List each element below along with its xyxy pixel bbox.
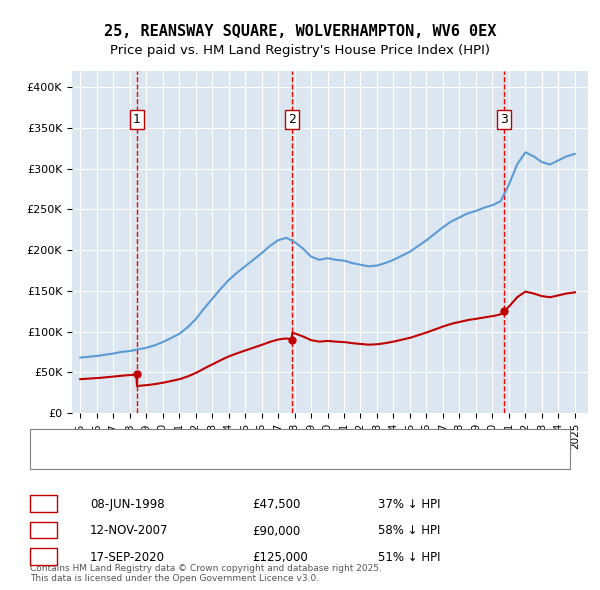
Text: 25, REANSWAY SQUARE, WOLVERHAMPTON, WV6 0EX (detached house): 25, REANSWAY SQUARE, WOLVERHAMPTON, WV6 … bbox=[72, 435, 447, 445]
Text: ——: —— bbox=[42, 433, 70, 447]
Text: £125,000: £125,000 bbox=[252, 551, 308, 564]
Point bbox=[499, 306, 509, 316]
Text: 12-NOV-2007: 12-NOV-2007 bbox=[90, 525, 169, 537]
Point bbox=[287, 335, 297, 345]
Text: 08-JUN-1998: 08-JUN-1998 bbox=[90, 498, 164, 511]
Text: 37% ↓ HPI: 37% ↓ HPI bbox=[378, 498, 440, 511]
Text: 1: 1 bbox=[133, 113, 141, 126]
Text: Price paid vs. HM Land Registry's House Price Index (HPI): Price paid vs. HM Land Registry's House … bbox=[110, 44, 490, 57]
Text: 3: 3 bbox=[500, 113, 508, 126]
Text: 2: 2 bbox=[40, 525, 47, 537]
Text: £47,500: £47,500 bbox=[252, 498, 301, 511]
Text: ——: —— bbox=[42, 451, 70, 465]
Point bbox=[132, 369, 142, 379]
Text: 58% ↓ HPI: 58% ↓ HPI bbox=[378, 525, 440, 537]
Text: 3: 3 bbox=[40, 551, 47, 564]
Text: Contains HM Land Registry data © Crown copyright and database right 2025.
This d: Contains HM Land Registry data © Crown c… bbox=[30, 563, 382, 583]
Text: 17-SEP-2020: 17-SEP-2020 bbox=[90, 551, 165, 564]
Text: £90,000: £90,000 bbox=[252, 525, 300, 537]
Text: 1: 1 bbox=[40, 498, 47, 511]
Text: 2: 2 bbox=[289, 113, 296, 126]
Text: 51% ↓ HPI: 51% ↓ HPI bbox=[378, 551, 440, 564]
Text: HPI: Average price, detached house, Wolverhampton: HPI: Average price, detached house, Wolv… bbox=[72, 453, 347, 463]
Text: 25, REANSWAY SQUARE, WOLVERHAMPTON, WV6 0EX: 25, REANSWAY SQUARE, WOLVERHAMPTON, WV6 … bbox=[104, 24, 496, 38]
